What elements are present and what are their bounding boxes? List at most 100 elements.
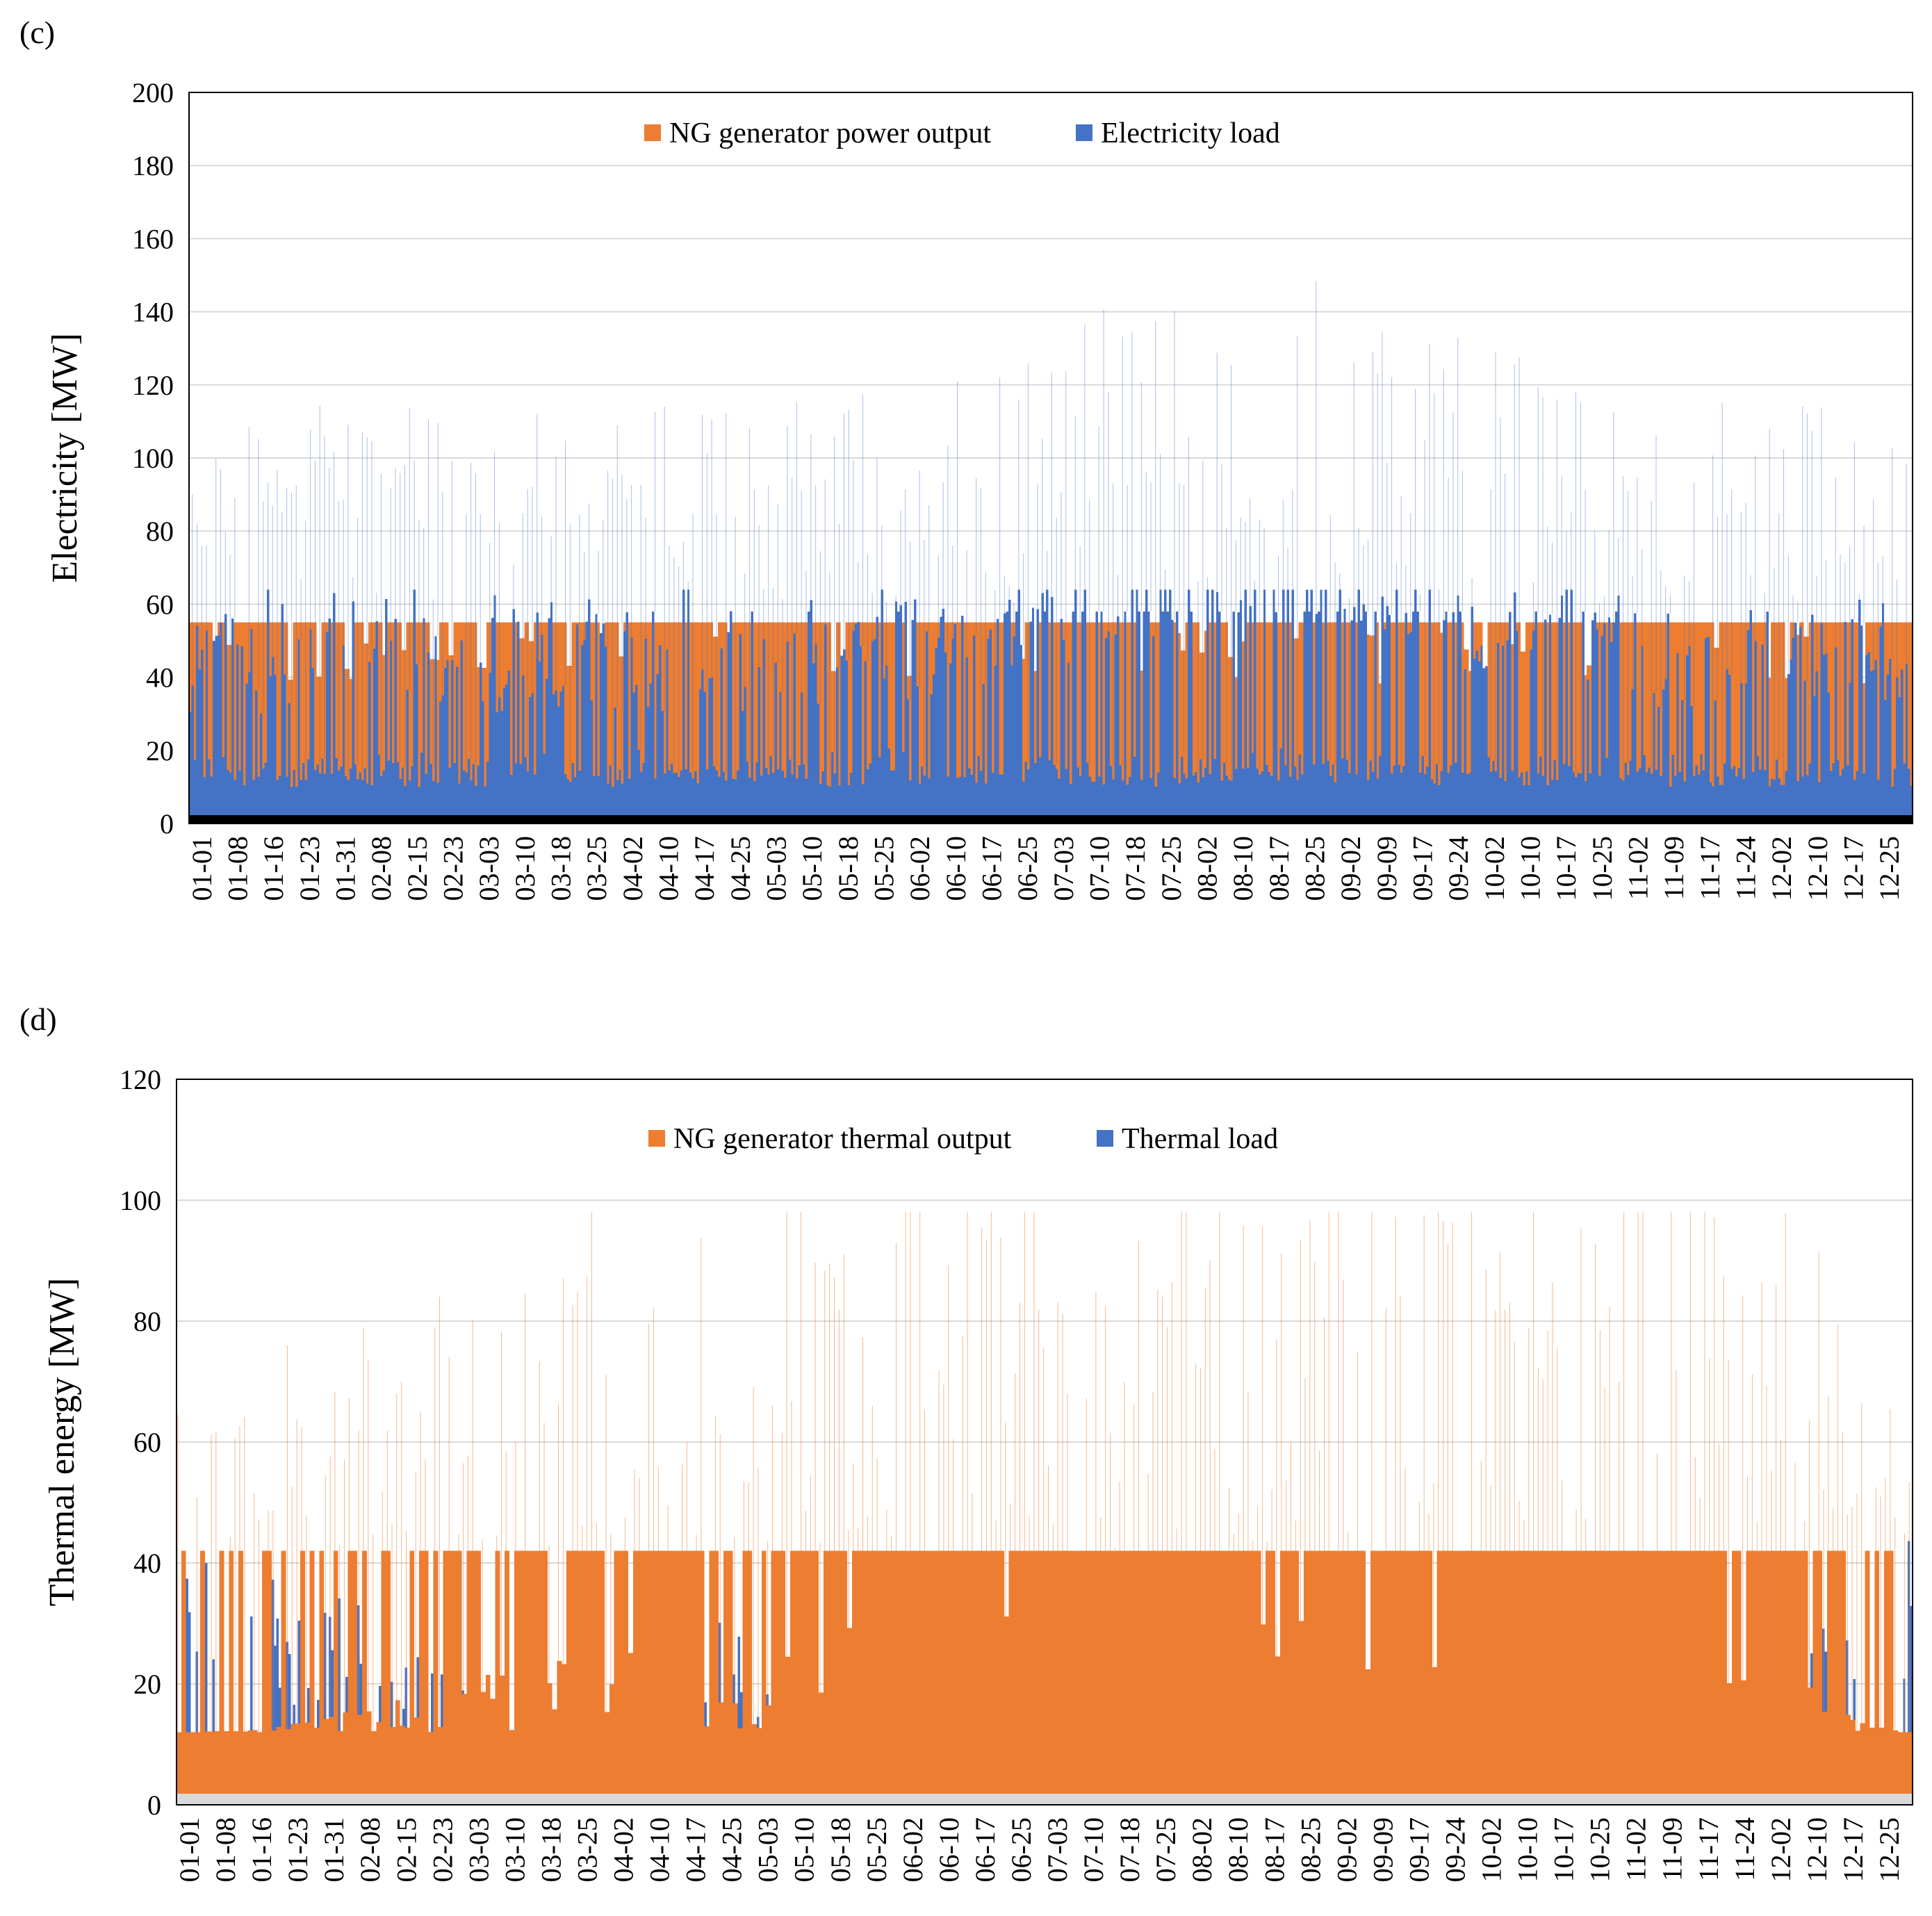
x-tick-label: 01-08 <box>222 836 254 901</box>
x-tick-label: 03-10 <box>499 1817 530 1882</box>
legend: NG generator thermal output Thermal load <box>648 1123 1278 1155</box>
legend-label-ng-output: NG generator thermal output <box>673 1123 1012 1155</box>
x-tick-label: 06-17 <box>969 1817 1001 1882</box>
x-tick-label: 01-01 <box>186 836 218 901</box>
x-tick-label: 10-25 <box>1587 836 1618 901</box>
y-tick-label: 100 <box>120 1185 161 1216</box>
x-tick-label: 10-17 <box>1550 836 1582 901</box>
x-tick-label: 02-23 <box>427 1817 458 1882</box>
x-tick-label: 09-09 <box>1367 1817 1398 1882</box>
y-tick-label: 20 <box>146 735 174 767</box>
x-tick-label: 02-15 <box>391 1817 422 1882</box>
x-tick-label: 01-23 <box>294 836 325 901</box>
legend-swatch-ng-output <box>648 1130 665 1147</box>
x-tick-label: 08-17 <box>1263 836 1295 901</box>
x-tick-label: 11-24 <box>1729 1817 1760 1881</box>
x-tick-label: 12-25 <box>1874 1817 1905 1882</box>
x-tick-label: 12-25 <box>1874 836 1905 901</box>
y-tick-label: 100 <box>132 443 174 474</box>
x-tick-label: 08-25 <box>1295 1817 1326 1882</box>
x-tick-label: 07-25 <box>1150 1817 1181 1882</box>
y-tick-label: 40 <box>146 662 174 694</box>
x-tick-label: 01-23 <box>282 1817 313 1882</box>
y-tick-label: 200 <box>132 77 174 108</box>
x-tick-label: 08-02 <box>1186 1817 1218 1882</box>
x-tick-label: 08-10 <box>1227 836 1259 901</box>
x-tick-label: 11-02 <box>1623 836 1654 900</box>
x-tick-label: 08-02 <box>1192 836 1223 901</box>
x-tick-label: 06-17 <box>976 836 1008 901</box>
x-axis-baseline <box>177 1794 1913 1805</box>
x-tick-label: 03-25 <box>581 836 612 901</box>
x-tick-label: 09-02 <box>1335 836 1366 901</box>
x-tick-label: 04-02 <box>608 1817 639 1882</box>
y-tick-label: 120 <box>132 370 174 401</box>
x-tick-label: 01-31 <box>318 1817 350 1882</box>
series-load-area <box>189 589 1913 824</box>
y-tick-label: 40 <box>133 1548 161 1579</box>
x-tick-label: 08-25 <box>1300 836 1331 901</box>
x-tick-label: 01-01 <box>174 1817 205 1882</box>
x-tick-label: 08-10 <box>1222 1817 1254 1882</box>
y-tick-label: 20 <box>133 1669 161 1700</box>
y-axis-title: Thermal energy [MW] <box>42 1278 82 1607</box>
x-tick-label: 08-17 <box>1259 1817 1290 1882</box>
x-tick-label: 11-09 <box>1658 836 1689 900</box>
x-tick-label: 09-24 <box>1443 836 1474 901</box>
x-tick-label: 02-23 <box>438 836 469 901</box>
x-tick-label: 06-02 <box>897 1817 928 1882</box>
x-tick-label: 11-17 <box>1693 1817 1724 1881</box>
x-tick-label: 06-02 <box>904 836 935 901</box>
x-tick-label: 12-17 <box>1838 836 1869 901</box>
x-tick-label: 03-25 <box>572 1817 603 1882</box>
series-load-spikes <box>192 281 1907 785</box>
x-tick-label: 02-08 <box>354 1817 386 1882</box>
x-tick-label: 12-02 <box>1766 836 1797 901</box>
series-ng-output-area <box>177 1550 1913 1805</box>
x-tick-label: 01-08 <box>210 1817 241 1882</box>
x-tick-label: 04-25 <box>717 1817 748 1882</box>
y-tick-label: 60 <box>133 1427 161 1458</box>
legend-label-load: Thermal load <box>1122 1123 1278 1155</box>
x-tick-label: 12-17 <box>1837 1817 1869 1882</box>
x-tick-label: 10-02 <box>1479 836 1510 901</box>
x-tick-label: 10-10 <box>1512 1817 1544 1882</box>
x-tick-label: 11-09 <box>1657 1817 1688 1881</box>
x-tick-label: 06-25 <box>1012 836 1043 901</box>
x-tick-label: 07-10 <box>1078 1817 1109 1882</box>
x-tick-label: 07-10 <box>1084 836 1115 901</box>
x-tick-label: 09-17 <box>1407 836 1439 901</box>
x-tick-label: 05-03 <box>753 1817 784 1882</box>
x-tick-label: 05-18 <box>833 836 864 901</box>
x-tick-label: 05-18 <box>825 1817 856 1882</box>
legend-swatch-load <box>1076 124 1092 141</box>
legend-swatch-ng-output <box>644 124 661 141</box>
panel-label-c: (c) <box>19 15 56 50</box>
x-axis-baseline <box>189 815 1913 824</box>
x-tick-label: 11-02 <box>1621 1817 1652 1881</box>
x-tick-label: 10-17 <box>1548 1817 1580 1882</box>
x-tick-label: 04-10 <box>644 1817 676 1882</box>
x-tick-label: 04-25 <box>725 836 756 901</box>
legend: NG generator power output Electricity loa… <box>644 117 1280 149</box>
y-tick-label: 0 <box>160 808 174 840</box>
legend-swatch-load <box>1097 1130 1113 1147</box>
x-tick-label: 12-02 <box>1765 1817 1796 1882</box>
y-tick-label: 140 <box>132 297 174 328</box>
x-tick-label: 07-03 <box>1042 1817 1073 1882</box>
x-tick-label: 02-08 <box>366 836 397 901</box>
x-tick-label: 03-18 <box>546 836 577 901</box>
x-tick-label: 10-25 <box>1585 1817 1616 1882</box>
x-tick-label: 09-17 <box>1403 1817 1434 1882</box>
x-tick-label: 04-10 <box>653 836 685 901</box>
x-tick-label: 10-10 <box>1515 836 1546 901</box>
y-axis-title: Electricity [MW] <box>45 333 85 583</box>
x-tick-label: 09-24 <box>1440 1817 1471 1882</box>
x-tick-label: 09-09 <box>1371 836 1402 901</box>
x-tick-label: 12-10 <box>1802 836 1833 901</box>
legend-label-ng-output: NG generator power output <box>669 117 991 149</box>
x-tick-label: 02-15 <box>402 836 433 901</box>
x-tick-label: 09-02 <box>1331 1817 1362 1882</box>
x-tick-label: 12-10 <box>1801 1817 1833 1882</box>
x-tick-label: 03-03 <box>463 1817 494 1882</box>
